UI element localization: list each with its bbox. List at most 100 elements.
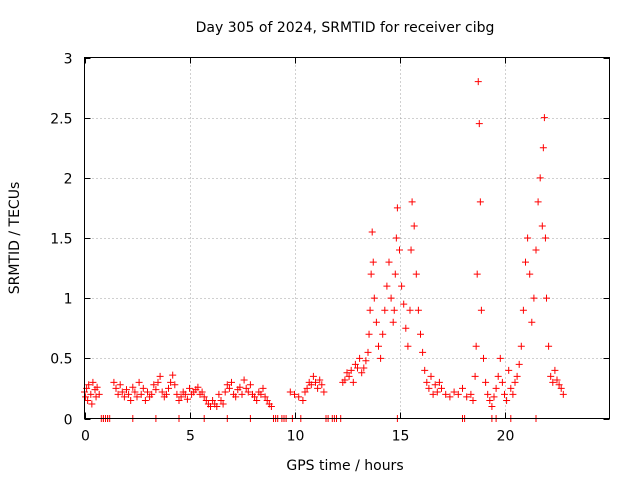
- data-point: [494, 372, 502, 380]
- data-point: [370, 294, 378, 302]
- data-point: [410, 222, 418, 230]
- data-point: [110, 378, 118, 386]
- data-point: [412, 270, 420, 278]
- data-point: [480, 354, 487, 362]
- data-point: [390, 306, 398, 314]
- data-point: [286, 388, 294, 396]
- data-point: [471, 372, 479, 380]
- data-point: [526, 270, 534, 278]
- data-point: [137, 390, 145, 398]
- data-point: [551, 366, 559, 374]
- data-point: [150, 381, 158, 389]
- data-point: [398, 282, 406, 290]
- data-point: [540, 114, 548, 122]
- grid: [84, 57, 610, 419]
- data-point: [152, 386, 160, 394]
- data-point: [547, 372, 555, 380]
- data-point: [95, 390, 103, 398]
- data-point: [532, 246, 540, 254]
- data-point: [358, 369, 366, 377]
- data-point: [423, 378, 431, 386]
- data-point: [476, 198, 484, 206]
- data-point: [366, 306, 374, 314]
- data-point: [446, 393, 454, 401]
- data-point: [482, 378, 490, 386]
- data-point: [360, 364, 368, 372]
- data-point: [402, 324, 410, 332]
- data-point: [463, 393, 471, 401]
- data-point: [114, 390, 122, 398]
- data-point: [367, 270, 375, 278]
- data-point: [198, 388, 206, 396]
- data-point: [379, 330, 387, 338]
- y-tick-label: 1: [64, 292, 73, 308]
- data-point: [393, 204, 401, 212]
- data-point: [534, 198, 542, 206]
- y-tick-label: 0: [64, 413, 73, 429]
- data-point: [238, 390, 246, 398]
- data-point: [207, 402, 214, 410]
- data-point: [381, 306, 389, 314]
- data-point: [165, 384, 172, 392]
- data-point: [171, 381, 179, 389]
- data-point: [177, 393, 185, 401]
- data-point: [387, 294, 395, 302]
- data-point: [435, 378, 443, 386]
- data-point: [345, 372, 353, 380]
- data-point: [141, 396, 149, 404]
- data-point: [215, 390, 223, 398]
- data-point: [515, 360, 523, 368]
- data-point: [425, 384, 433, 392]
- data-point: [225, 384, 233, 392]
- data-point: [217, 396, 225, 404]
- data-point: [536, 174, 544, 182]
- data-point: [307, 381, 315, 389]
- data-point: [314, 384, 322, 392]
- data-point: [369, 258, 377, 266]
- data-point: [400, 300, 408, 308]
- data-point: [375, 342, 382, 350]
- data-point: [213, 402, 221, 410]
- data-point: [555, 381, 563, 389]
- data-point: [84, 396, 92, 404]
- data-point: [154, 378, 162, 386]
- data-point: [543, 294, 550, 302]
- data-point: [419, 348, 427, 356]
- data-point: [538, 222, 546, 230]
- data-point: [116, 381, 124, 389]
- data-point: [414, 306, 422, 314]
- data-point: [507, 384, 515, 392]
- data-point: [545, 342, 553, 350]
- data-point: [219, 400, 227, 408]
- data-point: [459, 384, 466, 392]
- data-point: [232, 393, 240, 401]
- data-point: [244, 388, 252, 396]
- data-point: [87, 390, 95, 398]
- data-point: [173, 390, 181, 398]
- data-point: [486, 396, 494, 404]
- data-point: [343, 369, 351, 377]
- data-point: [228, 378, 235, 386]
- data-point: [408, 198, 416, 206]
- data-point: [541, 234, 549, 242]
- data-point: [89, 378, 97, 386]
- data-point: [139, 384, 147, 392]
- data-point: [301, 388, 309, 396]
- data-point: [385, 258, 393, 266]
- x-tick-label: 5: [186, 429, 195, 445]
- data-point: [513, 372, 521, 380]
- data-point: [474, 78, 482, 86]
- data-point: [318, 381, 326, 389]
- data-point: [475, 120, 483, 128]
- y-tick-label: 0.5: [50, 352, 72, 368]
- data-point: [364, 348, 372, 356]
- data-point: [129, 383, 137, 391]
- data-point: [365, 330, 373, 338]
- data-point: [82, 393, 90, 401]
- data-point: [240, 376, 248, 384]
- y-axis-label: SRMTID / TECUs: [7, 182, 23, 295]
- data-point: [221, 388, 229, 396]
- data-point: [299, 396, 307, 404]
- data-point: [186, 384, 193, 392]
